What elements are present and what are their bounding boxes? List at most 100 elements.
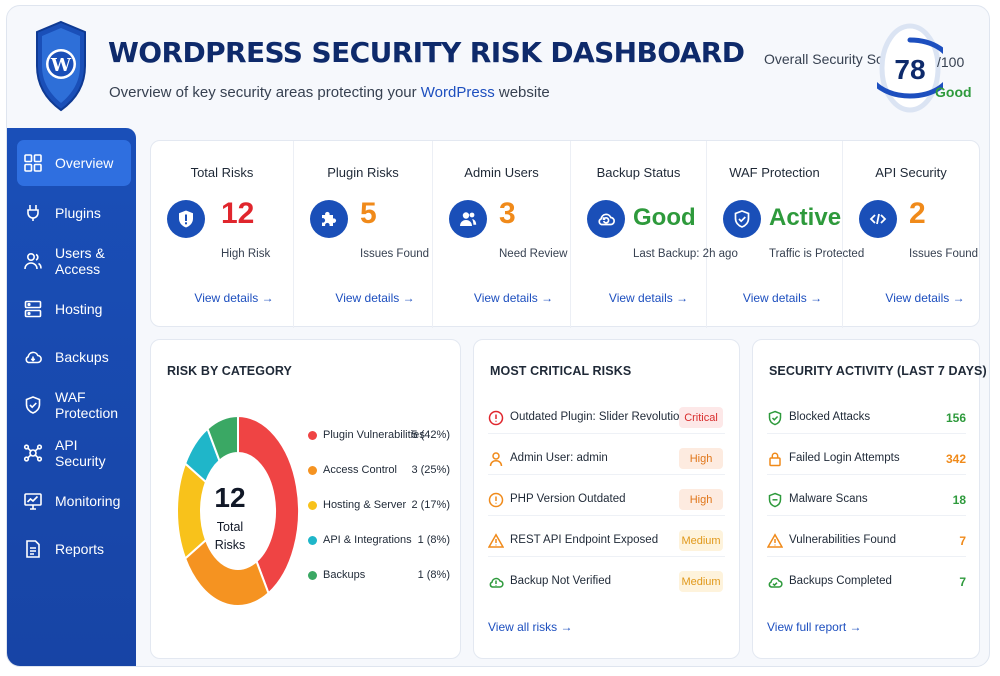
view-details-link[interactable]: View details →: [608, 291, 689, 305]
stat-subtext: Last Backup: 2h ago: [633, 248, 738, 260]
activity-row: Failed Login Attempts 342: [767, 441, 966, 475]
sidebar-item-label: Overview: [55, 155, 114, 171]
risk-donut-chart: [176, 414, 300, 607]
monitor-chart-icon: [24, 493, 42, 510]
users-icon: [24, 252, 42, 270]
activity-label: Failed Login Attempts: [789, 452, 900, 464]
view-all-risks-link[interactable]: View all risks →: [488, 620, 573, 634]
sidebar-item-overview[interactable]: Overview: [17, 140, 131, 186]
alert-circle-icon: [488, 410, 504, 426]
stat-api-security: API Security 2 Issues Found View details…: [843, 141, 979, 328]
security-score-gauge: 78: [877, 23, 943, 113]
view-details-link[interactable]: View details →: [885, 291, 965, 305]
cloud-backup-icon: [25, 351, 42, 364]
lock-icon: [769, 452, 781, 467]
dashboard-frame: W WORDPRESS SECURITY RISK DASHBOARD Over…: [6, 5, 990, 667]
stat-title: Backup Status: [596, 165, 681, 180]
code-icon: [859, 200, 897, 238]
security-score-status: Good: [935, 84, 972, 100]
legend-item: Hosting & Server 2 (17%): [308, 497, 450, 515]
stat-subtext: Need Review: [499, 248, 568, 260]
view-details-link[interactable]: View details →: [742, 291, 823, 305]
donut-slice-4: [206, 414, 239, 463]
activity-label: Backups Completed: [789, 575, 892, 587]
svg-text:W: W: [50, 55, 72, 76]
stat-value: Active: [769, 204, 842, 231]
shield-check-icon: [25, 396, 41, 414]
sidebar-item-label: API Security: [55, 437, 106, 469]
stat-value: 12: [221, 197, 255, 230]
warning-triangle-icon: [767, 533, 783, 548]
severity-badge: Critical: [679, 407, 723, 428]
panel-title: RISK BY CATEGORY: [167, 364, 292, 378]
sidebar-item-label: Reports: [55, 541, 105, 557]
risk-row[interactable]: PHP Version Outdated High: [488, 482, 725, 516]
security-score-label: Overall Security Score: [764, 51, 904, 67]
stat-value: Good: [633, 204, 696, 231]
risk-name: Backup Not Verified: [510, 575, 612, 587]
stat-value: 5: [360, 197, 377, 230]
api-nodes-icon: [23, 444, 43, 462]
activity-row: Backups Completed 7: [767, 564, 966, 598]
stat-title: Plugin Risks: [327, 165, 399, 180]
view-details-link[interactable]: View details →: [194, 291, 274, 305]
risk-row[interactable]: Outdated Plugin: Slider Revolution Criti…: [488, 400, 725, 434]
wordpress-shield-logo-icon: W: [36, 20, 86, 112]
activity-row: Malware Scans 18: [767, 482, 966, 516]
header: W WORDPRESS SECURITY RISK DASHBOARD Over…: [7, 6, 989, 124]
warning-triangle-icon: [488, 533, 504, 548]
stat-title: Total Risks: [190, 165, 254, 180]
sidebar-item-plugins[interactable]: Plugins: [17, 190, 131, 236]
sidebar-item-reports[interactable]: Reports: [17, 526, 131, 572]
shield-check-icon: [768, 410, 782, 426]
activity-row: Blocked Attacks 156: [767, 400, 966, 434]
legend-item: Plugin Vulnerabilities 5 (42%): [308, 427, 450, 445]
legend-dot: [308, 571, 317, 580]
security-score-max: /100: [937, 54, 965, 70]
sidebar-item-label: WAF Protection: [55, 389, 119, 421]
sidebar-item-label: Users & Access: [55, 245, 105, 277]
stat-subtext: Traffic is Protected: [769, 248, 865, 260]
sidebar-item-waf-protection[interactable]: WAF Protection: [17, 382, 131, 428]
sidebar-item-api-security[interactable]: API Security: [17, 430, 131, 476]
legend-dot: [308, 466, 317, 475]
stat-backup-status: Backup Status Good Last Backup: 2h ago V…: [571, 141, 738, 328]
most-critical-risks-card: MOST CRITICAL RISKS Outdated Plugin: Sli…: [473, 339, 740, 659]
stat-waf-protection: WAF Protection Active Traffic is Protect…: [707, 141, 864, 328]
panel-title: MOST CRITICAL RISKS: [490, 364, 632, 378]
stat-title: Admin Users: [464, 165, 539, 180]
risk-name: REST API Endpoint Exposed: [510, 534, 659, 546]
stat-title: WAF Protection: [729, 165, 820, 180]
page-subtitle: Overview of key security areas protectin…: [109, 84, 550, 101]
view-details-link[interactable]: View details →: [473, 291, 554, 305]
stat-subtext: Issues Found: [909, 248, 979, 260]
sidebar-item-hosting[interactable]: Hosting: [17, 286, 131, 332]
risk-row[interactable]: Admin User: admin High: [488, 441, 725, 475]
puzzle-icon: [310, 200, 348, 238]
activity-label: Malware Scans: [789, 493, 868, 505]
stat-title: API Security: [875, 165, 947, 180]
view-details-link[interactable]: View details →: [335, 291, 415, 305]
user-icon: [489, 452, 503, 467]
summary-stats-card: Total Risks 12 High Risk View details → …: [150, 140, 980, 328]
stat-plugin-risks: Plugin Risks 5 Issues Found View details…: [294, 141, 433, 328]
panel-title: SECURITY ACTIVITY (LAST 7 DAYS): [769, 364, 987, 378]
sidebar-item-backups[interactable]: Backups: [17, 334, 131, 380]
legend-dot: [308, 501, 317, 510]
shield-check-icon: [723, 200, 761, 238]
severity-badge: Medium: [679, 571, 723, 592]
activity-count: 7: [959, 534, 966, 548]
view-full-report-link[interactable]: View full report →: [767, 620, 862, 634]
sidebar-item-label: Plugins: [55, 205, 101, 221]
server-icon: [24, 300, 42, 318]
risk-row[interactable]: Backup Not Verified Medium: [488, 564, 725, 598]
page-title: WORDPRESS SECURITY RISK DASHBOARD: [108, 36, 745, 69]
severity-badge: Medium: [679, 530, 723, 551]
activity-count: 156: [945, 411, 966, 425]
sidebar-item-users-access[interactable]: Users & Access: [17, 238, 131, 284]
sidebar-item-monitoring[interactable]: Monitoring: [17, 478, 131, 524]
severity-badge: High: [679, 489, 723, 510]
risk-row[interactable]: REST API Endpoint Exposed Medium: [488, 523, 725, 557]
risk-name: PHP Version Outdated: [510, 493, 626, 505]
users-icon: [449, 200, 487, 238]
